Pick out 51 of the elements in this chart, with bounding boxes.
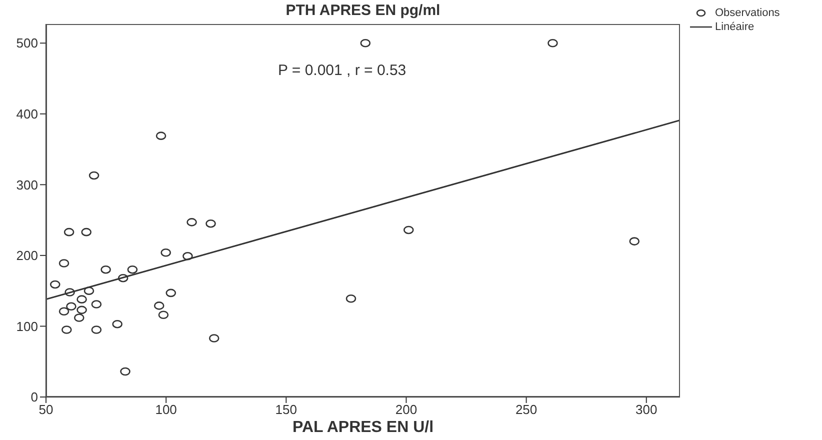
y-tick-label: 500 <box>16 36 38 51</box>
point <box>91 326 102 334</box>
x-tick-label: 200 <box>395 402 418 418</box>
point <box>403 226 414 234</box>
point <box>346 294 356 303</box>
point <box>100 265 111 274</box>
x-tick-label: 250 <box>515 402 538 418</box>
annotation: P = 0.001 , r = 0.53 <box>278 62 406 79</box>
y-tick-label: 200 <box>16 248 38 264</box>
point <box>156 132 166 140</box>
point <box>120 367 130 376</box>
point <box>88 171 100 180</box>
point <box>154 302 164 310</box>
point <box>50 280 60 289</box>
point <box>208 334 220 342</box>
legend-label: Observations <box>715 7 780 19</box>
x-axis-title: PAL APRES EN U/l <box>291 419 435 437</box>
x-tick-label: 100 <box>155 402 177 418</box>
point <box>206 219 216 228</box>
point <box>66 302 76 311</box>
chart-title: PTH APRES EN pg/ml <box>284 2 442 19</box>
x-tick-label: 300 <box>636 402 658 418</box>
point <box>629 237 640 246</box>
point <box>76 295 87 304</box>
y-tick-label: 400 <box>16 106 38 122</box>
y-tick-label: 0 <box>30 390 38 405</box>
x-tick-label: 50 <box>38 402 54 418</box>
point <box>58 259 70 268</box>
point <box>81 228 92 236</box>
point <box>62 326 72 334</box>
point <box>186 218 197 226</box>
point <box>64 288 75 296</box>
point <box>166 288 176 298</box>
point <box>84 286 94 295</box>
point <box>91 300 102 308</box>
y-tick-label: 300 <box>16 177 38 192</box>
point <box>360 38 371 48</box>
point <box>76 306 87 314</box>
point <box>182 252 193 260</box>
point <box>118 274 128 282</box>
point <box>74 314 84 322</box>
point <box>548 38 558 48</box>
point <box>127 265 138 274</box>
point <box>112 320 122 328</box>
point <box>64 228 74 236</box>
point <box>160 248 171 257</box>
point <box>58 307 70 316</box>
legend-label: Linéaire <box>715 21 754 33</box>
point <box>158 310 169 320</box>
y-tick-label: 100 <box>16 318 38 334</box>
x-tick-label: 150 <box>275 402 298 418</box>
